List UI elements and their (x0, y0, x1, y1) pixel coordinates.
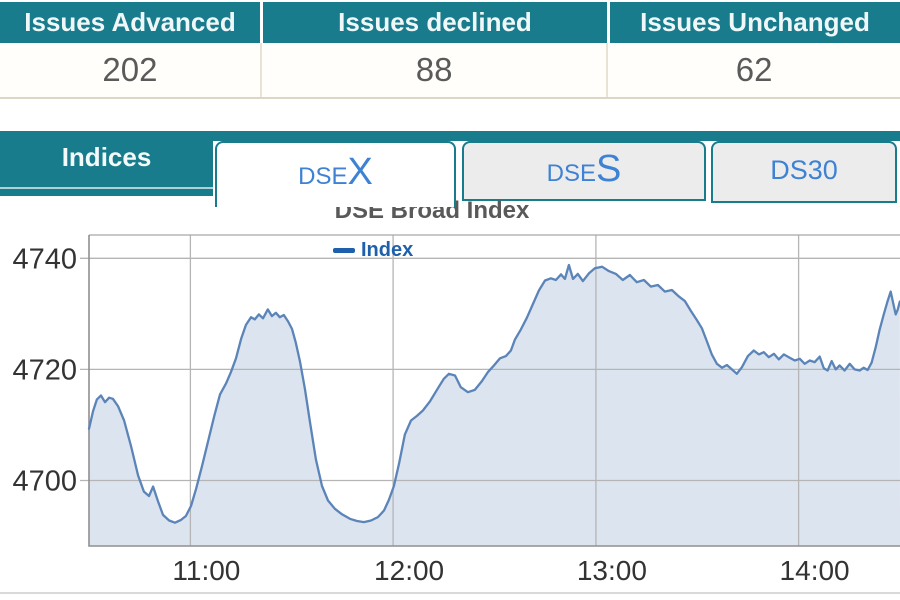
summary-header-issues-unchanged: Issues Unchanged (610, 2, 900, 43)
tab-dses-label-large: S (596, 148, 622, 190)
issues-advanced-value: 202 (0, 43, 262, 97)
svg-text:12:00: 12:00 (374, 555, 444, 586)
tab-bar-strip (0, 131, 900, 141)
tab-ds30[interactable]: DS30 (711, 141, 897, 203)
issues-unchanged-value: 62 (735, 51, 773, 88)
tab-ds30-label: DS30 (770, 155, 838, 185)
indices-section-label: Indices (0, 131, 213, 196)
indices-label-text: Indices (61, 142, 152, 172)
bottom-divider (0, 592, 900, 594)
summary-header-row: Issues Advanced Issues declined Issues U… (0, 2, 900, 43)
summary-header-issues-declined: Issues declined (263, 2, 607, 43)
svg-text:4700: 4700 (12, 466, 77, 498)
svg-text:11:00: 11:00 (172, 555, 240, 586)
svg-text:4720: 4720 (12, 354, 77, 386)
chart-legend: Index (333, 239, 413, 262)
summary-value-row: 202 88 62 (0, 43, 900, 99)
svg-text:13:00: 13:00 (577, 555, 647, 586)
legend-line-swatch (333, 248, 355, 253)
svg-text:4740: 4740 (12, 243, 77, 275)
index-chart: 4700 4720 4740 11:00 12:00 13:00 14:00 (12, 234, 900, 586)
tab-dses[interactable]: DSES (462, 141, 706, 201)
tab-dses-label-small: DSE (546, 160, 596, 187)
legend-series-label: Index (361, 239, 414, 261)
tab-dsex-label-small: DSE (298, 163, 348, 190)
tab-dsex[interactable]: DSEX (215, 141, 456, 207)
svg-text:14:00: 14:00 (780, 555, 850, 586)
indices-bevel-line (0, 187, 213, 189)
issues-declined-value: 88 (262, 43, 609, 97)
tab-dsex-label-large: X (347, 151, 373, 193)
summary-header-issues-advanced: Issues Advanced (0, 2, 260, 43)
